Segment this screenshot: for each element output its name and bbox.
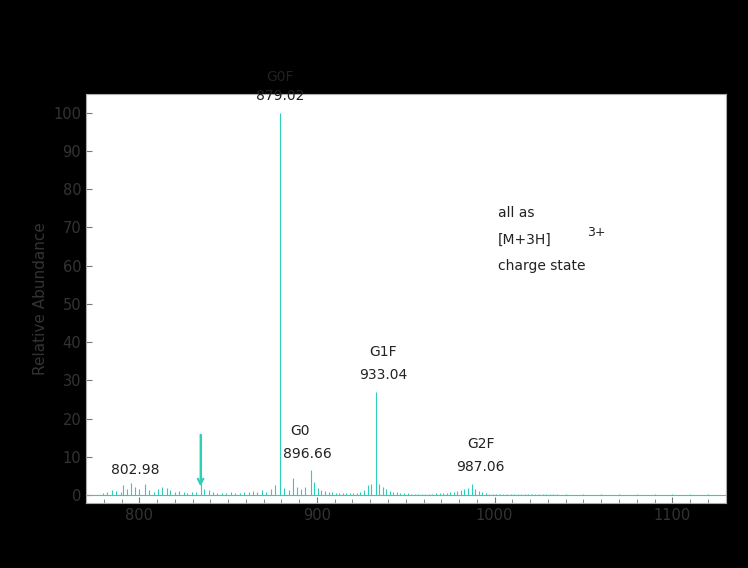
Text: 802.98: 802.98: [111, 463, 160, 477]
Text: G2F: G2F: [467, 437, 494, 451]
Text: [M+3H]: [M+3H]: [498, 233, 552, 247]
Text: G1F: G1F: [369, 345, 396, 360]
Text: charge state: charge state: [498, 260, 586, 273]
Text: G0F: G0F: [266, 70, 293, 84]
Text: all as: all as: [498, 206, 535, 220]
Text: 933.04: 933.04: [358, 368, 407, 382]
Text: G0: G0: [291, 424, 310, 438]
Text: 879.02: 879.02: [256, 89, 304, 103]
Text: 3+: 3+: [587, 226, 605, 239]
Text: 896.66: 896.66: [283, 446, 332, 461]
Text: 987.06: 987.06: [456, 460, 505, 474]
Y-axis label: Relative Abundance: Relative Abundance: [33, 222, 48, 375]
